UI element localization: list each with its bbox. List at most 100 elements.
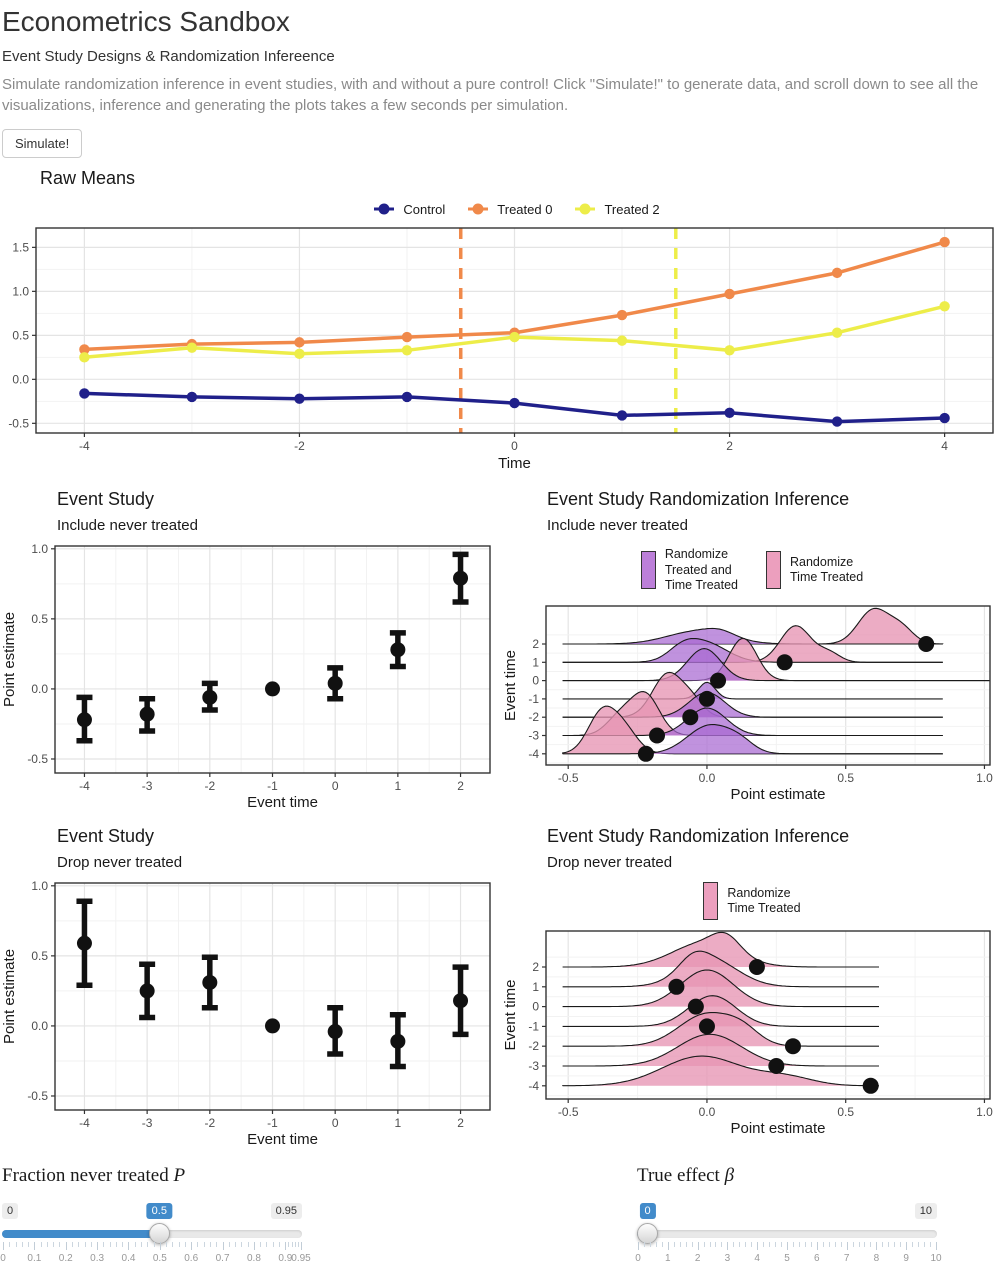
fraction-slider-fill: [2, 1230, 160, 1239]
legend-swatch: [766, 551, 781, 590]
es-include-subtitle: Include never treated: [57, 517, 198, 535]
svg-text:-4: -4: [79, 779, 90, 793]
svg-text:-1: -1: [528, 692, 539, 706]
event-study-include-chart: -4 -3 -2 -1 0 1 2 -0.5 0.0 0.5 1.0 Event time Point …: [1, 542, 491, 811]
svg-text:-2: -2: [528, 710, 539, 724]
svg-text:-3: -3: [142, 779, 153, 793]
sliders-row: Fraction never treated P 0 0.95 0.5 0 0.1…: [0, 1165, 1003, 1269]
svg-text:2: 2: [532, 960, 539, 974]
raw-means-section: Raw Means Control Treated 0 Treated 2 -4 -2…: [0, 168, 1003, 473]
svg-text:-3: -3: [528, 729, 539, 743]
legend-key-control: Control: [371, 201, 445, 217]
ri-include-subtitle: Include never treated: [547, 517, 688, 535]
fraction-slider-value-badge: 0.5: [146, 1203, 172, 1220]
svg-text:0.0: 0.0: [699, 1105, 716, 1119]
ridge-legend-key-0: Randomize Time Treated: [703, 882, 801, 921]
effect-slider-track[interactable]: [637, 1230, 937, 1239]
fraction-label-math: P: [173, 1165, 186, 1187]
event-study-drop-chart: -4 -3 -2 -1 0 1 2 -0.5 0.0 0.5 1.0 Event time Point …: [1, 879, 491, 1148]
effect-slider-handle[interactable]: [637, 1223, 658, 1245]
app-title: Econometrics Sandbox: [2, 6, 290, 37]
effect-slider-max-badge: 10: [914, 1203, 937, 1220]
svg-text:Point estimate: Point estimate: [1, 949, 18, 1044]
svg-text:0.5: 0.5: [12, 329, 29, 343]
svg-text:0: 0: [532, 674, 539, 688]
svg-text:0.5: 0.5: [31, 612, 48, 626]
svg-text:-0.5: -0.5: [558, 1105, 579, 1119]
svg-text:1.0: 1.0: [31, 879, 48, 893]
simulate-button[interactable]: Simulate!: [2, 129, 83, 159]
svg-text:0.0: 0.0: [31, 682, 48, 696]
ri-include-cell: Event Study Randomization Inference Incl…: [501, 475, 1003, 812]
effect-label-math: β: [724, 1165, 735, 1187]
svg-text:Event time: Event time: [247, 794, 318, 811]
svg-text:-3: -3: [142, 1116, 153, 1130]
effect-slider-value-badge: 0: [639, 1203, 656, 1220]
svg-text:Time: Time: [498, 455, 531, 472]
effect-label-text: True effect: [637, 1165, 720, 1187]
svg-text:1: 1: [532, 655, 539, 669]
es-include-title: Event Study: [57, 489, 155, 510]
svg-text:Event time: Event time: [502, 980, 519, 1051]
svg-text:-4: -4: [79, 439, 90, 453]
legend-swatch: [703, 882, 719, 921]
svg-text:2: 2: [532, 637, 539, 651]
svg-text:-4: -4: [79, 1116, 90, 1130]
charts-grid: Event Study Include never treated -4 -3 -2…: [0, 475, 1003, 1149]
app-description: Simulate randomization inference in even…: [2, 76, 979, 115]
svg-text:-1: -1: [267, 1116, 278, 1130]
svg-text:0: 0: [532, 1000, 539, 1014]
svg-text:Point estimate: Point estimate: [730, 786, 825, 802]
svg-text:2: 2: [726, 439, 733, 453]
fraction-slider-grid: 0 0.1 0.2 0.3 0.4 0.5 0.6 0.7 0.8 0.9 0.95: [0, 1242, 311, 1268]
fraction-slider-col: Fraction never treated P 0 0.95 0.5 0 0.1…: [0, 1165, 635, 1269]
fraction-slider-label: Fraction never treated P: [2, 1165, 635, 1187]
legend-key-treated-0: Treated 0: [465, 201, 552, 217]
es-drop-subtitle: Drop never treated: [57, 854, 183, 872]
svg-text:0: 0: [332, 779, 339, 793]
svg-text:1.5: 1.5: [12, 241, 29, 255]
svg-text:0: 0: [332, 1116, 339, 1130]
ri-include-title: Event Study Randomization Inference: [547, 489, 850, 510]
svg-text:1.0: 1.0: [31, 542, 48, 556]
fraction-slider-max-badge: 0.95: [270, 1203, 302, 1220]
svg-text:1: 1: [395, 1116, 402, 1130]
effect-slider-grid: 0 1 2 3 4 5 6 7 8 9 10: [635, 1242, 942, 1268]
svg-text:Point estimate: Point estimate: [730, 1120, 825, 1135]
svg-text:0.0: 0.0: [31, 1019, 48, 1033]
svg-text:-0.5: -0.5: [8, 417, 29, 431]
svg-text:0.0: 0.0: [699, 771, 716, 785]
es-drop-title: Event Study: [57, 826, 155, 847]
legend-key-treated-2: Treated 2: [572, 201, 660, 217]
svg-text:-2: -2: [204, 779, 215, 793]
svg-text:0.5: 0.5: [31, 949, 48, 963]
fraction-slider[interactable]: 0 0.95 0.5 0 0.1 0.2 0.3 0.4 0.5 0.6 0.7 0.8 0.9 0…: [0, 1203, 311, 1269]
svg-text:-4: -4: [528, 747, 539, 761]
svg-text:-2: -2: [528, 1039, 539, 1053]
svg-text:2: 2: [457, 1116, 464, 1130]
raw-means-title: Raw Means: [40, 168, 136, 189]
fraction-slider-handle[interactable]: [148, 1223, 170, 1245]
svg-text:-3: -3: [528, 1059, 539, 1073]
svg-text:1.0: 1.0: [976, 1105, 993, 1119]
fraction-label-text: Fraction never treated: [2, 1165, 169, 1187]
ridge-legend-key-0: Randomize Treated and Time Treated: [640, 547, 738, 593]
svg-text:-0.5: -0.5: [27, 1089, 48, 1103]
legend-swatch: [640, 551, 656, 590]
svg-text:Event time: Event time: [247, 1131, 318, 1148]
raw-means-legend: Control Treated 0 Treated 2: [0, 201, 1003, 217]
svg-text:0.5: 0.5: [837, 771, 854, 785]
svg-text:0: 0: [511, 439, 518, 453]
raw-means-chart: -4 -2 0 2 4 -0.5 0.0 0.5 1.0 1.5 Time: [8, 227, 994, 472]
svg-text:-0.5: -0.5: [558, 771, 579, 785]
ri-include-chart: -0.5 0.0 0.5 1.0 2 1 0 -1 -2 -3 -4 Point estimate Ev…: [502, 605, 993, 802]
ri-drop-chart: -0.5 0.0 0.5 1.0 2 1 0 -1 -2 -3 -4 Point estimate Ev…: [502, 930, 993, 1135]
svg-text:Event time: Event time: [502, 650, 519, 721]
svg-text:1: 1: [395, 779, 402, 793]
ridge-legend-key-1: Randomize Time Treated: [766, 551, 863, 590]
svg-text:2: 2: [457, 779, 464, 793]
svg-text:0.5: 0.5: [837, 1105, 854, 1119]
svg-text:-2: -2: [204, 1116, 215, 1130]
